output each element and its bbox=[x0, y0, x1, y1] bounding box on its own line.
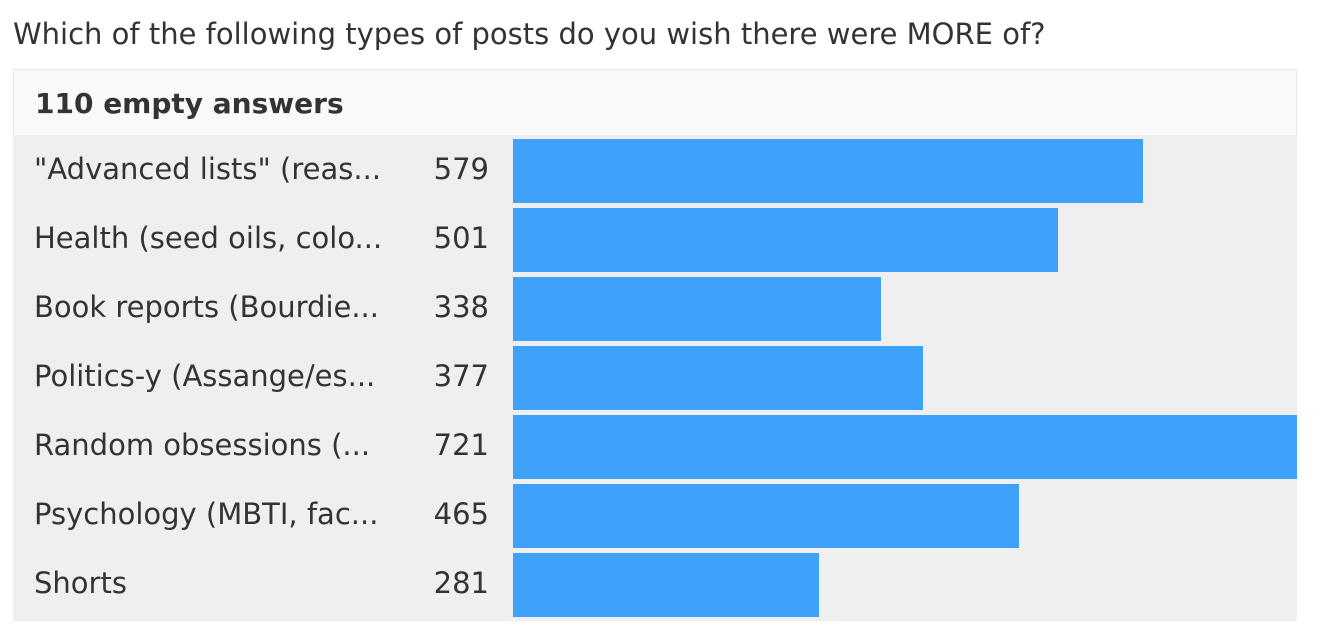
category-label: "Advanced lists" (reas... bbox=[34, 152, 382, 186]
question-title: Which of the following types of posts do… bbox=[13, 17, 1046, 51]
bar bbox=[513, 139, 1143, 203]
bar bbox=[513, 277, 881, 341]
value-label: 377 bbox=[433, 359, 489, 393]
summary-header: 110 empty answers bbox=[13, 69, 1297, 135]
bar bbox=[513, 553, 819, 617]
category-label: Health (seed oils, colo... bbox=[34, 221, 383, 255]
bar bbox=[513, 208, 1058, 272]
bar-row: Psychology (MBTI, fac... 465 bbox=[13, 480, 1297, 549]
bar-row: Random obsessions (... 721 bbox=[13, 411, 1297, 480]
bar-row: Shorts 281 bbox=[13, 549, 1297, 618]
value-label: 579 bbox=[433, 152, 489, 186]
value-label: 465 bbox=[433, 497, 489, 531]
bar-row: Politics-y (Assange/es... 377 bbox=[13, 342, 1297, 411]
bar-chart: "Advanced lists" (reas... 579 Health (seed… bbox=[13, 135, 1297, 621]
value-label: 281 bbox=[433, 566, 489, 600]
value-label: 338 bbox=[433, 290, 489, 324]
category-label: Random obsessions (... bbox=[34, 428, 371, 462]
bar-row: Book reports (Bourdie... 338 bbox=[13, 273, 1297, 342]
bar bbox=[513, 484, 1019, 548]
category-label: Book reports (Bourdie... bbox=[34, 290, 379, 324]
empty-answers-count: 110 empty answers bbox=[35, 87, 344, 120]
value-label: 501 bbox=[433, 221, 489, 255]
bar-row: Health (seed oils, colo... 501 bbox=[13, 204, 1297, 273]
bar bbox=[513, 415, 1297, 479]
category-label: Shorts bbox=[34, 566, 127, 600]
bar bbox=[513, 346, 923, 410]
bar-row: "Advanced lists" (reas... 579 bbox=[13, 135, 1297, 204]
category-label: Politics-y (Assange/es... bbox=[34, 359, 376, 393]
category-label: Psychology (MBTI, fac... bbox=[34, 497, 379, 531]
value-label: 721 bbox=[433, 428, 489, 462]
